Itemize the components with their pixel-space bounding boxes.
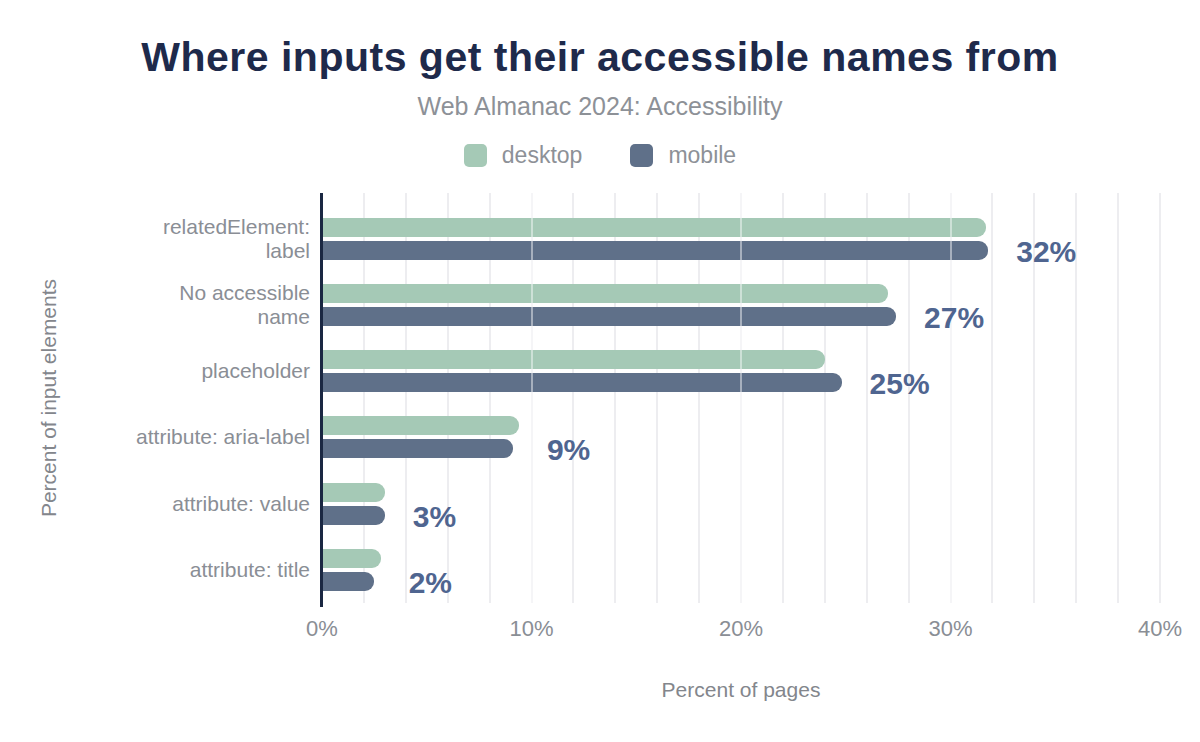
bar-desktop[interactable] <box>322 483 385 502</box>
y-axis-title: Percent of input elements <box>37 279 61 517</box>
bar-desktop[interactable] <box>322 350 825 369</box>
legend-label: desktop <box>502 142 583 169</box>
category-label: attribute: value <box>172 492 310 516</box>
legend-label: mobile <box>668 142 736 169</box>
bar-mobile[interactable] <box>322 241 988 260</box>
x-tick-label: 40% <box>1138 616 1182 642</box>
plot-area: 32% 27% 25% 9% 3% 2% <box>322 193 1160 603</box>
x-axis-title: Percent of pages <box>322 678 1160 702</box>
gridline <box>991 193 993 603</box>
bar-desktop[interactable] <box>322 549 381 568</box>
legend-swatch-icon <box>630 144 653 167</box>
x-tick-label: 30% <box>928 616 972 642</box>
bar-mobile[interactable] <box>322 307 896 326</box>
chart-title: Where inputs get their accessible names … <box>0 34 1200 81</box>
y-axis-line <box>320 193 323 607</box>
gridline <box>1159 193 1161 603</box>
value-label: 2% <box>409 566 452 600</box>
bar-mobile[interactable] <box>322 439 513 458</box>
x-tick-label: 10% <box>509 616 553 642</box>
value-label: 3% <box>413 500 456 534</box>
bar-mobile[interactable] <box>322 373 842 392</box>
gridline <box>1117 193 1119 603</box>
bar-mobile[interactable] <box>322 506 385 525</box>
chart-subtitle: Web Almanac 2024: Accessibility <box>0 92 1200 121</box>
x-tick-label: 0% <box>306 616 338 642</box>
bar-desktop[interactable] <box>322 416 519 435</box>
legend-item-mobile[interactable]: mobile <box>630 142 736 169</box>
value-label: 32% <box>1016 235 1076 269</box>
category-label: placeholder <box>201 359 310 383</box>
gridline-major <box>740 193 742 603</box>
legend: desktop mobile <box>0 142 1200 169</box>
bar-desktop[interactable] <box>322 218 986 237</box>
gridline-major <box>950 193 952 603</box>
category-label: No accessible name <box>179 281 310 329</box>
legend-item-desktop[interactable]: desktop <box>464 142 583 169</box>
value-label: 9% <box>547 433 590 467</box>
category-label: attribute: title <box>190 558 310 582</box>
legend-swatch-icon <box>464 144 487 167</box>
value-label: 25% <box>870 367 930 401</box>
bar-desktop[interactable] <box>322 284 888 303</box>
chart-figure: Where inputs get their accessible names … <box>0 0 1200 742</box>
gridline-major <box>531 193 533 603</box>
bar-mobile[interactable] <box>322 572 374 591</box>
category-label: attribute: aria-label <box>136 425 310 449</box>
value-label: 27% <box>924 301 984 335</box>
category-label: relatedElement: label <box>163 215 310 263</box>
x-tick-label: 20% <box>719 616 763 642</box>
